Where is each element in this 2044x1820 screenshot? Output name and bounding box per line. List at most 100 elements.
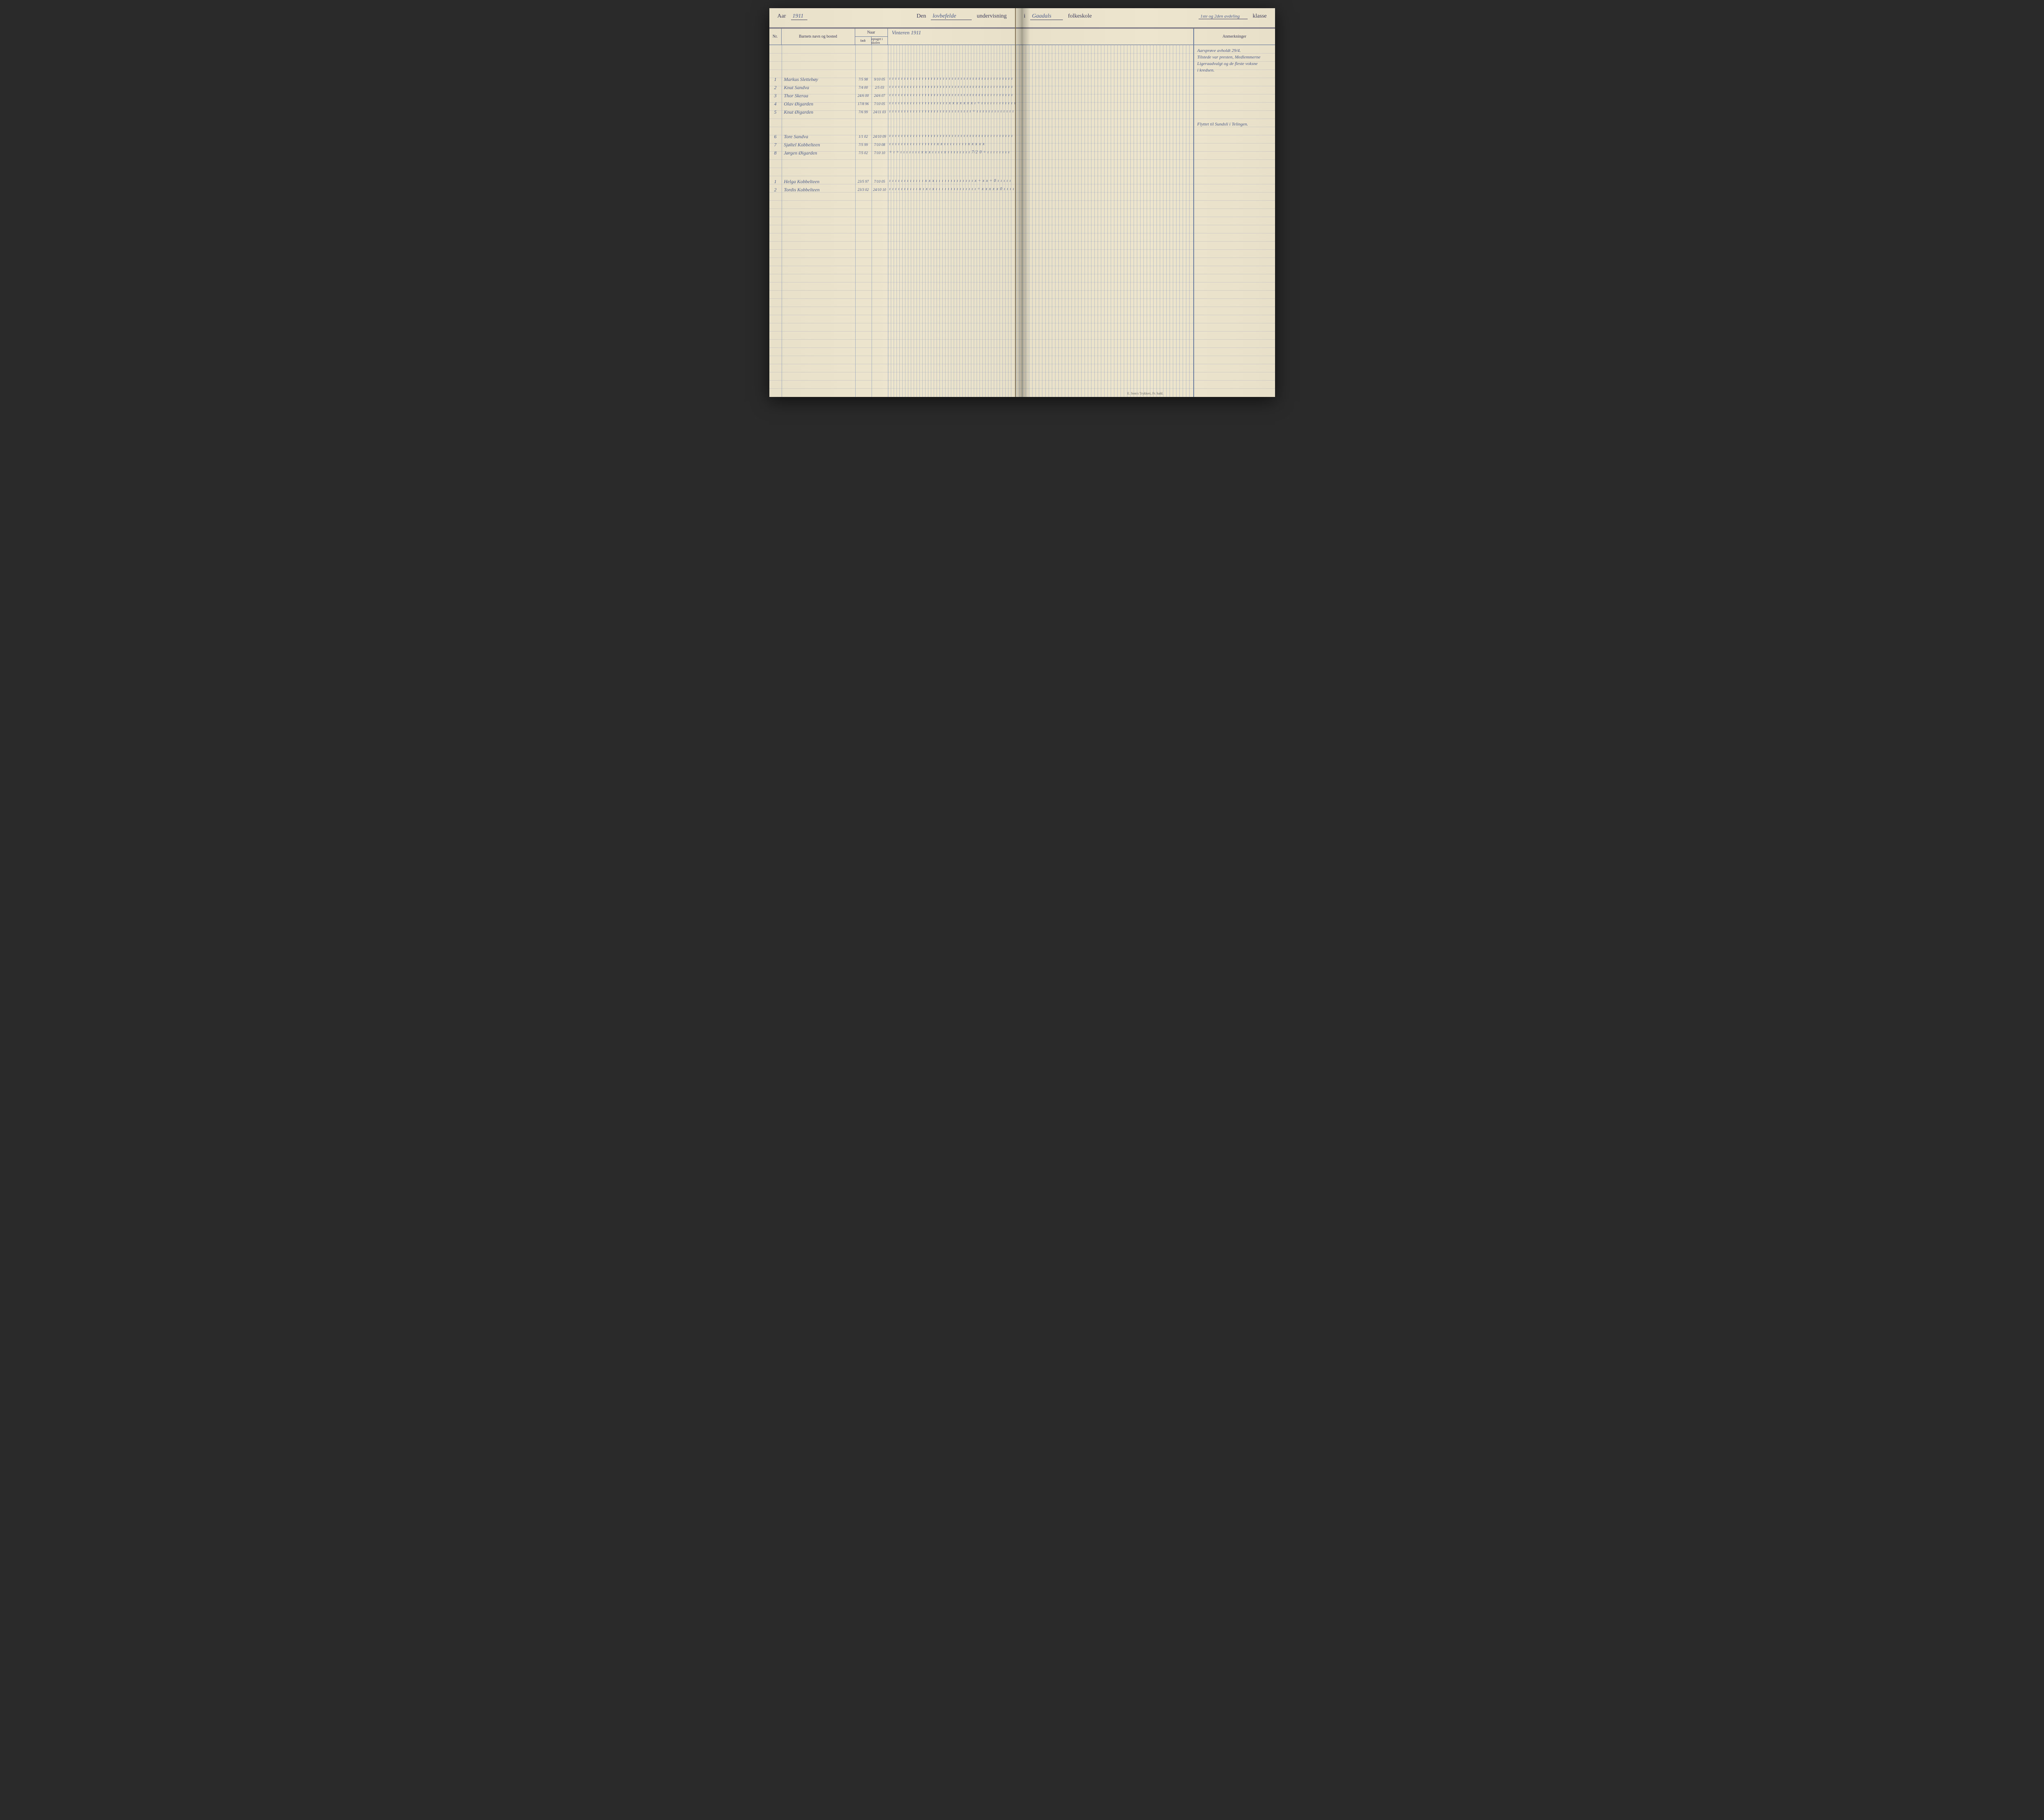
left-page: Aar 1911 Den lovbefelde undervisning Nr.…	[769, 8, 1016, 397]
den-label: Den	[917, 13, 926, 20]
student-name: Olav Øigarden	[782, 100, 855, 108]
student-dates: 7/5 02 7/10 10	[855, 149, 888, 157]
student-nr: 1	[769, 76, 782, 84]
klasse-label: klasse	[1253, 13, 1266, 20]
undervisning-label: undervisning	[977, 13, 1006, 20]
student-attendance-marks: ı ı ı ı ı ı ı ı ı ı ı ı ı ı ı ı x x ı ı …	[888, 141, 1015, 149]
student-nr: 2	[769, 84, 782, 92]
student-name: Tordis Kobbelteen	[782, 186, 855, 194]
remark-line: i kredsen.	[1197, 68, 1272, 73]
student-dates: 7/6 99 24/11 03	[855, 108, 888, 117]
col-header-remarks: Anmerkninger	[1193, 29, 1275, 45]
avdeling-value: 1ste og 2den avdeling	[1199, 14, 1248, 19]
remark-line: Ligeraadvalgt og de fleste voksne	[1197, 61, 1272, 66]
student-nr: 8	[769, 149, 782, 157]
student-nr: 2	[769, 186, 782, 194]
student-fodt: 24/6 00	[855, 92, 872, 100]
attendance-period: Vinteren 1911	[892, 29, 921, 36]
student-row: 7 Sjøltel Kobbelteen 7/5 99 7/10 08 ı ı …	[769, 141, 1015, 149]
col-header-naar: Naar født optaget i skolen	[855, 29, 888, 45]
student-dates: 7/5 99 7/10 08	[855, 141, 888, 149]
right-page: i Gaadals folkeskole 1ste og 2den avdeli…	[1016, 8, 1275, 397]
student-fodt: 23/5 97	[855, 178, 872, 186]
optaget-label: optaget i skolen	[872, 37, 888, 45]
remarks-top-block: Aarsprøve avholdt 29/4. Tilstede var pres…	[1197, 48, 1272, 73]
student-fodt: 1/1 02	[855, 133, 872, 141]
student-fodt: 7/5 98	[855, 76, 872, 84]
student-name: Jørgen Øigarden	[782, 149, 855, 157]
remark-line: Aarsprøve avholdt 29/4.	[1197, 48, 1272, 53]
student-fodt: 7/5 02	[855, 149, 872, 157]
student-dates: 7/5 98 9/10 05	[855, 76, 888, 84]
student-dates: 24/6 00 24/6 07	[855, 92, 888, 100]
student-optaget: 7/10 10	[872, 149, 888, 157]
student-dates: 7/4 00 2/5 03	[855, 84, 888, 92]
student-nr: 3	[769, 92, 782, 100]
aar-label: Aar	[778, 13, 786, 20]
student-name: Thor Skeraa	[782, 92, 855, 100]
col-header-name: Barnets navn og bosted	[782, 29, 855, 45]
student-row: 1 Markus Slettebøy 7/5 98 9/10 05 ı ı ı …	[769, 76, 1015, 84]
student-optaget: 24/11 03	[872, 108, 888, 117]
left-body: 1 Markus Slettebøy 7/5 98 9/10 05 ı ı ı …	[769, 45, 1015, 397]
student-nr: 4	[769, 100, 782, 108]
student-name: Helga Kobbelteen	[782, 178, 855, 186]
student-fodt: 17/8 96	[855, 100, 872, 108]
right-subheader: Anmerkninger	[1016, 29, 1275, 45]
student-row: 2 Knut Sandva 7/4 00 2/5 03 ı ı ı ı ı ı …	[769, 84, 1015, 92]
remarks-column: Aarsprøve avholdt 29/4. Tilstede var pres…	[1193, 45, 1275, 397]
student-nr: 5	[769, 108, 782, 117]
skole-value: Gaadals	[1030, 13, 1063, 20]
student-dates: 23/5 97 7/10 05	[855, 178, 888, 186]
remark-line: Tilstede var presten, Medlemmerne	[1197, 55, 1272, 60]
den-value: lovbefelde	[931, 13, 972, 20]
naar-label: Naar	[855, 29, 888, 37]
student-fodt: 7/4 00	[855, 84, 872, 92]
remark-student-7: Flyttet til Sundsli i Telingen.	[1197, 122, 1272, 127]
right-body: Aarsprøve avholdt 29/4. Tilstede var pres…	[1016, 45, 1275, 397]
student-name: Tore Sandva	[782, 133, 855, 141]
student-attendance-marks: ı ı ı ı ı ı ı ı ı ı ı ı ı ı ı ı ı ı ı ı …	[888, 133, 1015, 141]
col-header-nr: Nr.	[769, 29, 782, 45]
right-grid-header	[1016, 29, 1193, 45]
student-name: Sjøltel Kobbelteen	[782, 141, 855, 149]
student-optaget: 7/10 05	[872, 100, 888, 108]
aar-value: 1911	[791, 13, 807, 20]
student-optaget: 24/10 10	[872, 186, 888, 194]
student-optaget: 7/10 05	[872, 178, 888, 186]
ledger-book: Aar 1911 Den lovbefelde undervisning Nr.…	[769, 8, 1275, 397]
student-attendance-marks: ÷ ı ÷ ı ı ı ı ı ı ı x x x ı ı ı ı x ı ı …	[888, 149, 1015, 157]
student-optaget: 7/10 08	[872, 141, 888, 149]
student-attendance-marks: ı ı ı ı ı ı ı ı ı ı ı ı ı ı ı ı ı ı ı ı …	[888, 92, 1015, 100]
student-name: Knut Sandva	[782, 84, 855, 92]
student-row: 8 Jørgen Øigarden 7/5 02 7/10 10 ÷ ı ÷ ı…	[769, 149, 1015, 157]
fodt-label: født	[855, 37, 872, 45]
student-row: 6 Tore Sandva 1/1 02 24/10 09 ı ı ı ı ı …	[769, 133, 1015, 141]
student-optaget: 24/6 07	[872, 92, 888, 100]
student-row: 2 Tordis Kobbelteen 23/3 02 24/10 10 ı ı…	[769, 186, 1015, 194]
student-nr: 7	[769, 141, 782, 149]
student-fodt: 7/5 99	[855, 141, 872, 149]
student-nr: 1	[769, 178, 782, 186]
col-header-attendance: Vinteren 1911	[888, 29, 1015, 45]
student-attendance-marks: ı ı ı ı ı ı ı ı ı ı ı ı ı ı ı ı ı ı ı ı …	[888, 76, 1015, 84]
i-label: i	[1024, 13, 1026, 20]
student-name: Markus Slettebøy	[782, 76, 855, 84]
right-header: i Gaadals folkeskole 1ste og 2den avdeli…	[1016, 8, 1275, 29]
student-dates: 23/3 02 24/10 10	[855, 186, 888, 194]
left-subheader: Nr. Barnets navn og bosted Naar født opt…	[769, 29, 1015, 45]
student-optaget: 9/10 05	[872, 76, 888, 84]
student-fodt: 7/6 99	[855, 108, 872, 117]
student-attendance-marks: ı ı ı ı ı ı ı ı ı ı ı ı x x x ı ı ı ı ı …	[888, 178, 1015, 186]
student-attendance-marks: ı ı ı ı ı ı ı ı ı ı ı ı ı ı ı ı ı ı ı ı …	[888, 100, 1015, 108]
student-attendance-marks: ı ı ı ı ı ı ı ı ı ı ı ı ı ı ı ı ı ı ı ı …	[888, 84, 1015, 92]
student-dates: 17/8 96 7/10 05	[855, 100, 888, 108]
student-row: 5 Knut Øigarden 7/6 99 24/11 03 ı ı ı ı …	[769, 108, 1015, 117]
student-row: 1 Helga Kobbelteen 23/5 97 7/10 05 ı ı ı…	[769, 178, 1015, 186]
student-dates: 1/1 02 24/10 09	[855, 133, 888, 141]
student-attendance-marks: ı ı ı ı ı ı ı ı ı ı ı ı ı ı ı ı ı ı ı ı …	[888, 108, 1015, 117]
student-optaget: 24/10 09	[872, 133, 888, 141]
student-nr: 6	[769, 133, 782, 141]
student-fodt: 23/3 02	[855, 186, 872, 194]
student-row: 4 Olav Øigarden 17/8 96 7/10 05 ı ı ı ı …	[769, 100, 1015, 108]
